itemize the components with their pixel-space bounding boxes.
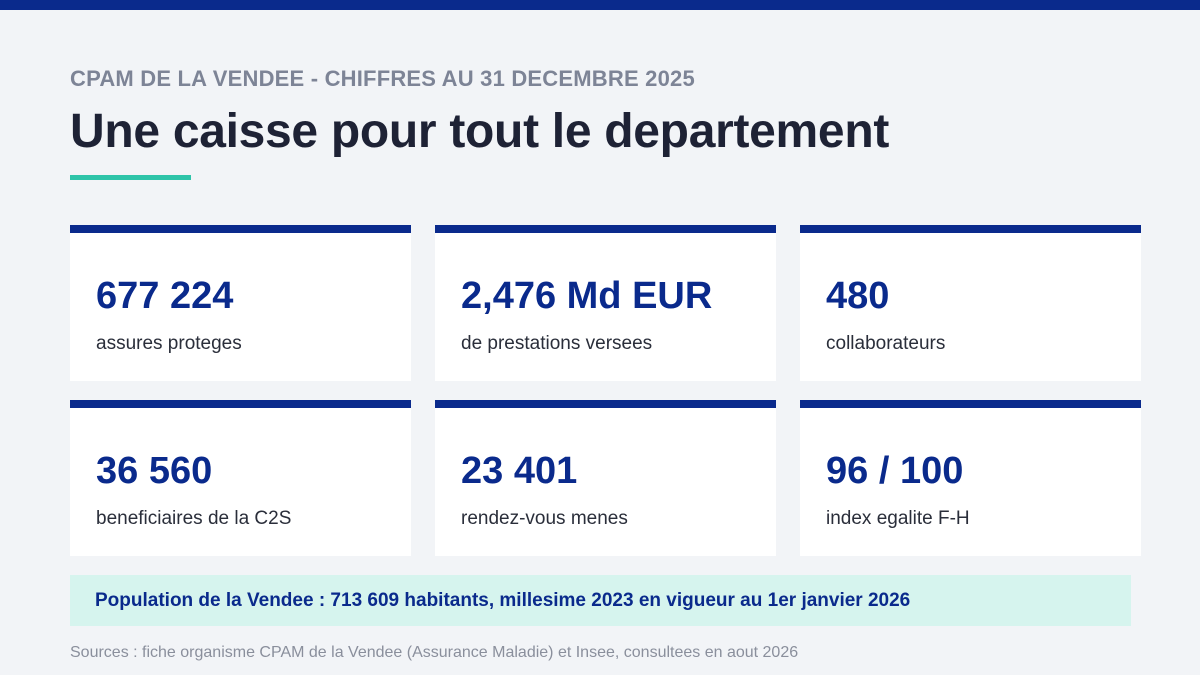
page-title: Une caisse pour tout le departement [70, 105, 890, 158]
stat-value: 677 224 [96, 275, 234, 317]
stat-card-c2s: 36 560 beneficiaires de la C2S [70, 400, 411, 556]
stat-value: 96 / 100 [826, 450, 964, 492]
sources-text: Sources : fiche organisme CPAM de la Ven… [70, 644, 799, 661]
stat-label: index egalite F-H [826, 508, 970, 529]
stat-card-index-egalite: 96 / 100 index egalite F-H [800, 400, 1141, 556]
stat-label: assures proteges [96, 333, 242, 354]
stats-grid: 677 224 assures proteges 2,476 Md EUR de… [70, 225, 1141, 556]
stat-label: beneficiaires de la C2S [96, 508, 292, 529]
eyebrow-text: CPAM DE LA VENDEE - CHIFFRES AU 31 DECEM… [70, 66, 695, 91]
stat-card-assures: 677 224 assures proteges [70, 225, 411, 381]
stat-card-rendez-vous: 23 401 rendez-vous menes [435, 400, 776, 556]
stat-label: rendez-vous menes [461, 508, 628, 529]
title-accent-line [70, 175, 191, 180]
stat-card-collaborateurs: 480 collaborateurs [800, 225, 1141, 381]
population-note: Population de la Vendee : 713 609 habita… [70, 575, 1131, 626]
stat-value: 23 401 [461, 450, 578, 492]
population-note-text: Population de la Vendee : 713 609 habita… [95, 589, 911, 611]
stat-label: de prestations versees [461, 333, 653, 354]
stat-card-prestations: 2,476 Md EUR de prestations versees [435, 225, 776, 381]
stat-label: collaborateurs [826, 333, 946, 354]
stat-value: 480 [826, 275, 890, 317]
stat-value: 2,476 Md EUR [461, 275, 713, 317]
stat-value: 36 560 [96, 450, 213, 492]
top-bar [0, 0, 1200, 10]
